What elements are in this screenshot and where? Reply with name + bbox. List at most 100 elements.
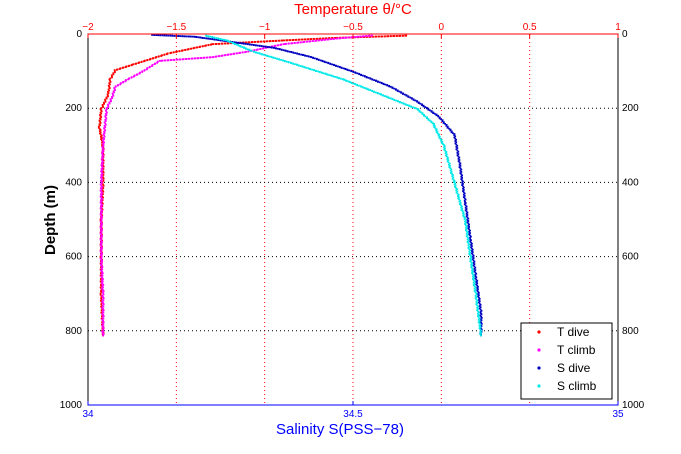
data-point — [256, 40, 259, 43]
data-point — [251, 43, 253, 46]
data-point — [103, 121, 106, 124]
data-point — [100, 138, 102, 141]
data-point — [100, 202, 103, 205]
data-point — [462, 189, 465, 191]
data-point — [100, 249, 103, 252]
data-point — [461, 205, 463, 208]
data-point — [220, 42, 223, 45]
data-point — [102, 278, 104, 280]
data-point — [458, 198, 461, 201]
data-point — [470, 244, 472, 246]
data-point — [444, 123, 446, 125]
data-point — [350, 82, 353, 84]
data-point — [151, 57, 154, 60]
data-point — [480, 313, 483, 316]
data-point — [104, 98, 106, 101]
data-point — [207, 37, 210, 40]
left-tick-label: 200 — [65, 103, 82, 114]
data-point — [299, 41, 302, 44]
data-point — [438, 135, 441, 138]
data-point — [455, 191, 458, 194]
data-point — [327, 37, 330, 40]
data-point — [466, 214, 469, 216]
data-point — [99, 111, 102, 114]
data-point — [475, 281, 478, 283]
data-point — [480, 334, 482, 337]
data-point — [100, 269, 103, 272]
data-point — [455, 143, 458, 146]
data-point — [475, 276, 478, 279]
data-point — [318, 37, 321, 40]
data-point — [285, 60, 288, 63]
data-point — [309, 38, 312, 41]
data-point — [101, 223, 103, 225]
data-point — [100, 273, 103, 276]
data-point — [417, 109, 419, 111]
data-point — [102, 297, 105, 300]
data-point — [239, 42, 241, 44]
data-point — [466, 211, 469, 214]
data-point — [305, 40, 308, 43]
data-point — [407, 96, 410, 98]
data-point — [100, 231, 103, 234]
data-point — [472, 262, 475, 264]
data-point — [470, 261, 473, 264]
legend-marker — [537, 366, 541, 370]
data-point — [104, 113, 107, 115]
data-point — [198, 46, 201, 48]
data-point — [102, 171, 105, 174]
data-point — [346, 80, 349, 83]
data-point — [282, 43, 285, 46]
data-point — [475, 272, 478, 275]
data-point — [469, 257, 472, 260]
data-point — [137, 62, 140, 64]
data-point — [447, 161, 450, 164]
data-point — [100, 218, 103, 221]
data-point — [466, 241, 469, 243]
data-point — [332, 75, 335, 78]
data-point — [319, 59, 322, 62]
data-point — [109, 83, 111, 86]
data-point — [101, 159, 104, 162]
data-point — [395, 99, 397, 102]
data-point — [473, 260, 476, 263]
data-point — [101, 288, 104, 291]
data-point — [457, 157, 460, 160]
data-point — [100, 303, 103, 306]
data-point — [230, 41, 232, 44]
data-point — [315, 38, 318, 40]
data-point — [102, 140, 105, 143]
data-point — [463, 192, 466, 195]
data-point — [467, 247, 470, 249]
data-point — [100, 227, 103, 230]
data-point — [320, 39, 323, 42]
data-point — [446, 126, 449, 129]
data-point — [102, 290, 105, 292]
data-point — [446, 155, 448, 158]
data-point — [457, 153, 460, 155]
data-point — [100, 294, 103, 297]
data-point — [441, 119, 444, 122]
data-point — [101, 294, 104, 297]
data-point — [473, 265, 476, 268]
data-point — [472, 273, 474, 276]
data-point — [465, 232, 468, 235]
data-point — [409, 96, 411, 99]
data-point — [190, 57, 193, 60]
data-point — [457, 155, 460, 158]
data-point — [347, 36, 350, 39]
data-point — [363, 87, 366, 89]
data-point — [132, 63, 135, 66]
data-point — [100, 134, 103, 137]
data-point — [130, 76, 133, 79]
data-point — [459, 199, 462, 202]
data-point — [99, 213, 102, 216]
data-point — [298, 53, 301, 56]
data-point — [456, 144, 459, 147]
data-point — [311, 40, 314, 42]
data-point — [255, 49, 258, 51]
data-point — [319, 71, 321, 74]
data-point — [153, 34, 156, 36]
data-point — [204, 45, 206, 47]
data-point — [104, 119, 107, 121]
